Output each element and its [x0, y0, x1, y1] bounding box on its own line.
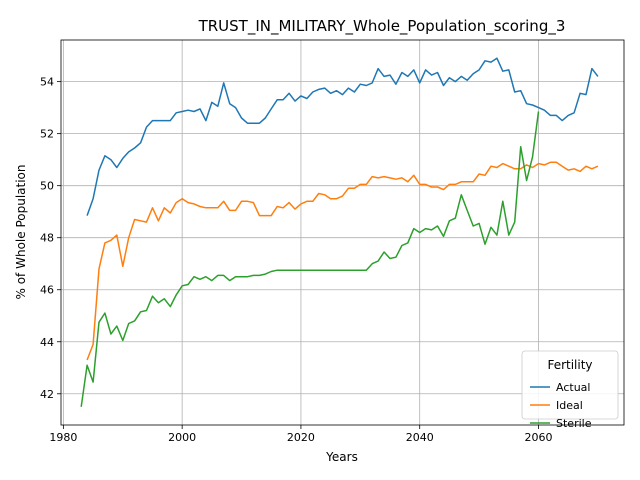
chart-title: TRUST_IN_MILITARY_Whole_Population_scori… [198, 17, 566, 36]
plot-area-frame [60, 39, 625, 426]
y-tick-label: 50 [40, 180, 54, 193]
y-tick-label: 52 [40, 128, 54, 141]
x-tick-label: 2040 [406, 431, 434, 444]
y-tick-label: 48 [40, 232, 54, 245]
series-line-ideal [86, 161, 599, 361]
x-tick-label: 2060 [524, 431, 552, 444]
y-tick-label: 54 [40, 76, 54, 89]
series-line-sterile [80, 111, 540, 407]
y-axis-ticks: 42 44 46 48 50 52 54 [40, 76, 61, 401]
x-tick-label: 1980 [49, 431, 77, 444]
legend-label-actual: Actual [556, 381, 590, 394]
legend-entries: Actual Ideal Sterile [530, 381, 592, 430]
legend: Fertility Actual Ideal Sterile [521, 350, 619, 430]
x-axis-ticks: 1980 2000 2020 2040 2060 [49, 425, 552, 444]
x-axis-label: Years [325, 450, 358, 464]
legend-box [521, 350, 619, 420]
y-axis-label: % of Whole Population [14, 165, 28, 300]
y-tick-label: 44 [40, 336, 54, 349]
x-tick-label: 2000 [168, 431, 196, 444]
grid-lines [61, 40, 624, 425]
y-tick-label: 42 [40, 388, 54, 401]
legend-label-sterile: Sterile [556, 417, 592, 430]
x-tick-label: 2020 [287, 431, 315, 444]
plot-series [80, 57, 599, 407]
series-line-actual [86, 57, 599, 216]
legend-title: Fertility [547, 358, 592, 372]
legend-label-ideal: Ideal [556, 399, 583, 412]
y-tick-label: 46 [40, 284, 54, 297]
